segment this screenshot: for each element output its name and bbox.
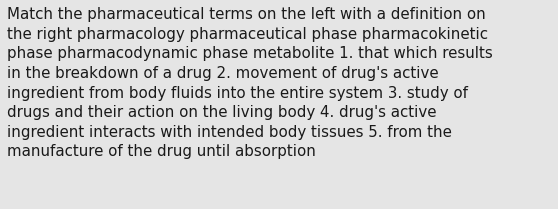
Text: Match the pharmaceutical terms on the left with a definition on
the right pharma: Match the pharmaceutical terms on the le… <box>7 7 493 159</box>
